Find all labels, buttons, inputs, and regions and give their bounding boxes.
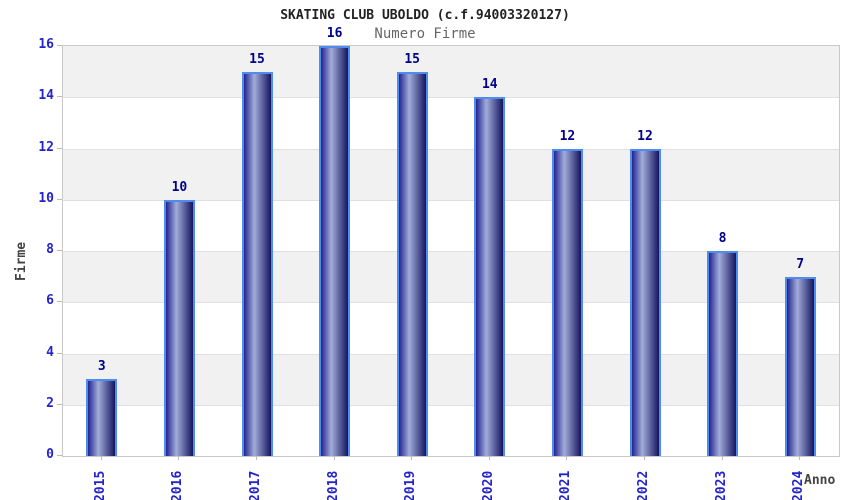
bar-value-label: 15: [249, 51, 265, 67]
bar-2024: [784, 276, 816, 456]
x-tick-label: 2023: [713, 470, 729, 500]
bar-value-label: 3: [97, 359, 106, 375]
x-tick-mark: [178, 456, 180, 460]
y-tick-mark: [57, 198, 62, 200]
bar-value-label: 14: [481, 77, 498, 93]
gridline: [63, 404, 839, 406]
bar-2023: [707, 251, 739, 456]
x-tick-label: 2016: [170, 470, 186, 500]
chart-subtitle: Numero Firme: [374, 26, 476, 42]
bar-2022: [629, 148, 661, 456]
x-tick-mark: [488, 456, 490, 460]
bar-2021: [551, 148, 583, 456]
y-tick-label: 4: [46, 344, 54, 360]
y-tick-label: 16: [38, 37, 54, 52]
bar-2015: [86, 379, 118, 456]
y-tick-label: 0: [46, 447, 54, 462]
y-tick-mark: [57, 352, 62, 354]
y-tick-mark: [57, 45, 62, 46]
gridline: [63, 97, 839, 99]
x-tick-label: 2021: [558, 470, 574, 500]
gridline: [63, 199, 839, 201]
bar-2018: [319, 46, 351, 456]
y-tick-mark: [57, 147, 62, 149]
y-tick-label: 10: [38, 190, 54, 206]
y-tick-label: 2: [46, 395, 54, 411]
bar-value-label: 12: [637, 128, 653, 144]
x-tick-mark: [256, 456, 257, 460]
y-tick-label: 6: [46, 293, 54, 309]
x-tick-mark: [566, 456, 568, 460]
y-tick-label: 12: [38, 139, 54, 155]
plot-area: 3 10 15 16 15 14 12 12 8 7: [62, 26, 840, 457]
y-tick-label: 14: [38, 88, 54, 104]
gridline: [63, 251, 839, 252]
x-tick-mark: [411, 456, 413, 460]
y-tick-label: 8: [46, 242, 54, 257]
y-tick-mark: [57, 96, 62, 98]
x-tick-label: 2020: [480, 470, 496, 500]
x-tick-label: 2022: [636, 470, 651, 500]
x-tick-mark: [100, 456, 102, 460]
gridline: [63, 148, 839, 150]
y-tick-mark: [57, 455, 62, 456]
x-tick-mark: [721, 456, 723, 460]
bar-value-label: 15: [404, 51, 421, 67]
x-tick-label: 2018: [325, 470, 341, 500]
y-tick-mark: [57, 403, 62, 405]
y-tick-mark: [57, 301, 62, 303]
chart-title: SKATING CLUB UBOLDO (c.f.94003320127): [280, 8, 570, 23]
x-tick-label: 2019: [403, 470, 419, 500]
bar-2020: [474, 97, 506, 456]
bar-value-label: 10: [171, 179, 188, 195]
bar-value-label: 16: [326, 26, 343, 41]
plot-band: [63, 46, 839, 98]
bar-2016: [163, 199, 195, 456]
bar-2019: [396, 71, 428, 456]
plot-band: [63, 148, 839, 200]
bar-2017: [241, 71, 273, 456]
bar-value-label: 8: [718, 231, 727, 246]
x-tick-mark: [333, 456, 335, 460]
x-tick-label: 2017: [248, 470, 263, 500]
bar-value-label: 12: [559, 128, 576, 144]
y-tick-mark: [57, 250, 62, 251]
x-tick-mark: [799, 456, 801, 460]
x-tick-mark: [644, 456, 645, 460]
plot-band: [63, 97, 839, 149]
bar-value-label: 7: [796, 256, 805, 272]
gridline: [63, 353, 839, 355]
x-tick-label: 2015: [92, 470, 108, 500]
x-axis-title: Anno: [804, 473, 836, 488]
gridline: [63, 302, 839, 304]
